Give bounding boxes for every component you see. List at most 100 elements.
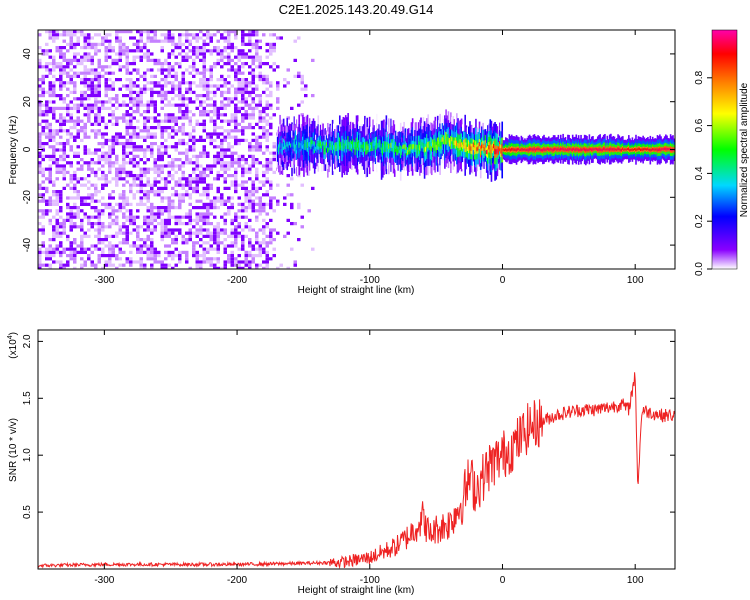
signal-track-cell bbox=[323, 147, 326, 152]
heatmap-cell bbox=[118, 132, 122, 136]
heatmap-cell bbox=[52, 113, 56, 117]
heatmap-cell bbox=[118, 206, 122, 210]
heatmap-cell bbox=[258, 244, 262, 248]
heatmap-cell bbox=[143, 238, 147, 242]
heatmap-cell bbox=[94, 132, 98, 136]
signal-track-cell bbox=[419, 145, 421, 151]
heatmap-cell bbox=[150, 238, 154, 242]
heatmap-cell bbox=[101, 164, 105, 168]
heatmap-cell bbox=[38, 145, 42, 149]
heatmap-cell bbox=[244, 126, 248, 130]
heatmap-cell bbox=[237, 209, 241, 213]
heatmap-cell bbox=[69, 254, 73, 258]
heatmap-cell bbox=[108, 87, 112, 91]
heatmap-cell bbox=[241, 55, 245, 59]
heatmap-cell bbox=[118, 49, 122, 53]
heatmap-cell bbox=[241, 33, 245, 37]
heatmap-cell bbox=[241, 30, 245, 34]
heatmap-cell bbox=[146, 254, 150, 258]
heatmap-cell bbox=[157, 190, 161, 194]
heatmap-cell bbox=[164, 186, 168, 190]
heatmap-cell bbox=[87, 55, 91, 59]
heatmap-cell bbox=[55, 119, 59, 123]
signal-track-cell bbox=[520, 148, 523, 151]
heatmap-cell bbox=[59, 46, 63, 50]
heatmap-cell bbox=[55, 190, 59, 194]
heatmap-cell bbox=[129, 218, 133, 222]
heatmap-cell bbox=[255, 135, 259, 139]
heatmap-cell bbox=[234, 106, 238, 110]
heatmap-cell bbox=[213, 228, 217, 232]
heatmap-cell bbox=[76, 215, 80, 219]
heatmap-cell bbox=[150, 222, 154, 226]
signal-track-cell bbox=[282, 141, 285, 147]
heatmap-cell bbox=[41, 193, 45, 197]
heatmap-cell bbox=[195, 68, 199, 72]
heatmap-cell bbox=[258, 113, 262, 117]
heatmap-cell bbox=[59, 119, 63, 123]
heatmap-cell bbox=[188, 145, 192, 149]
heatmap-cell bbox=[241, 180, 245, 184]
signal-track-cell bbox=[409, 146, 412, 151]
heatmap-cell bbox=[66, 183, 70, 187]
signal-track-cell bbox=[368, 142, 371, 149]
heatmap-cell bbox=[272, 151, 276, 155]
heatmap-cell bbox=[202, 247, 206, 251]
heatmap-cell bbox=[188, 174, 192, 178]
signal-track-cell bbox=[667, 148, 670, 151]
heatmap-cell bbox=[206, 68, 210, 72]
heatmap-cell bbox=[300, 183, 304, 187]
signal-track-cell bbox=[383, 144, 385, 150]
heatmap-cell bbox=[132, 100, 136, 104]
heatmap-cell bbox=[230, 158, 234, 162]
signal-track-cell bbox=[435, 144, 438, 150]
heatmap-cell bbox=[192, 100, 196, 104]
heatmap-cell bbox=[251, 161, 255, 165]
heatmap-cell bbox=[48, 145, 52, 149]
heatmap-cell bbox=[115, 94, 119, 98]
heatmap-cell bbox=[41, 196, 45, 200]
signal-track-cell bbox=[452, 140, 455, 146]
heatmap-cell bbox=[234, 97, 238, 101]
heatmap-cell bbox=[136, 42, 140, 46]
heatmap-cell bbox=[216, 161, 220, 165]
heatmap-cell bbox=[216, 116, 220, 120]
heatmap-cell bbox=[234, 174, 238, 178]
heatmap-cell bbox=[90, 87, 94, 91]
heatmap-cell bbox=[111, 263, 115, 267]
heatmap-cell bbox=[188, 42, 192, 46]
heatmap-cell bbox=[143, 183, 147, 187]
heatmap-cell bbox=[171, 250, 175, 254]
heatmap-cell bbox=[150, 228, 154, 232]
signal-track-cell bbox=[279, 142, 281, 148]
heatmap-cell bbox=[143, 110, 147, 114]
heatmap-cell bbox=[122, 154, 126, 158]
heatmap-cell bbox=[48, 84, 52, 88]
heatmap-cell bbox=[192, 244, 196, 248]
heatmap-cell bbox=[143, 74, 147, 78]
heatmap-cell bbox=[258, 145, 262, 149]
heatmap-cell bbox=[181, 132, 185, 136]
heatmap-cell bbox=[230, 164, 234, 168]
heatmap-cell bbox=[227, 135, 231, 139]
heatmap-cell bbox=[55, 161, 59, 165]
heatmap-cell bbox=[73, 42, 77, 46]
heatmap-cell bbox=[269, 228, 273, 232]
heatmap-cell bbox=[255, 122, 259, 126]
heatmap-cell bbox=[216, 170, 220, 174]
heatmap-cell bbox=[125, 110, 129, 114]
heatmap-cell bbox=[111, 161, 115, 165]
heatmap-cell bbox=[167, 244, 171, 248]
heatmap-cell bbox=[167, 68, 171, 72]
heatmap-cell bbox=[146, 110, 150, 114]
heatmap-cell bbox=[48, 222, 52, 226]
heatmap-cell bbox=[227, 52, 231, 56]
heatmap-cell bbox=[90, 103, 94, 107]
heatmap-cell bbox=[129, 94, 133, 98]
heatmap-cell bbox=[55, 177, 59, 181]
heatmap-cell bbox=[188, 90, 192, 94]
heatmap-cell bbox=[146, 81, 150, 85]
heatmap-cell bbox=[258, 148, 262, 152]
heatmap-cell bbox=[153, 260, 157, 264]
heatmap-cell bbox=[52, 68, 56, 72]
